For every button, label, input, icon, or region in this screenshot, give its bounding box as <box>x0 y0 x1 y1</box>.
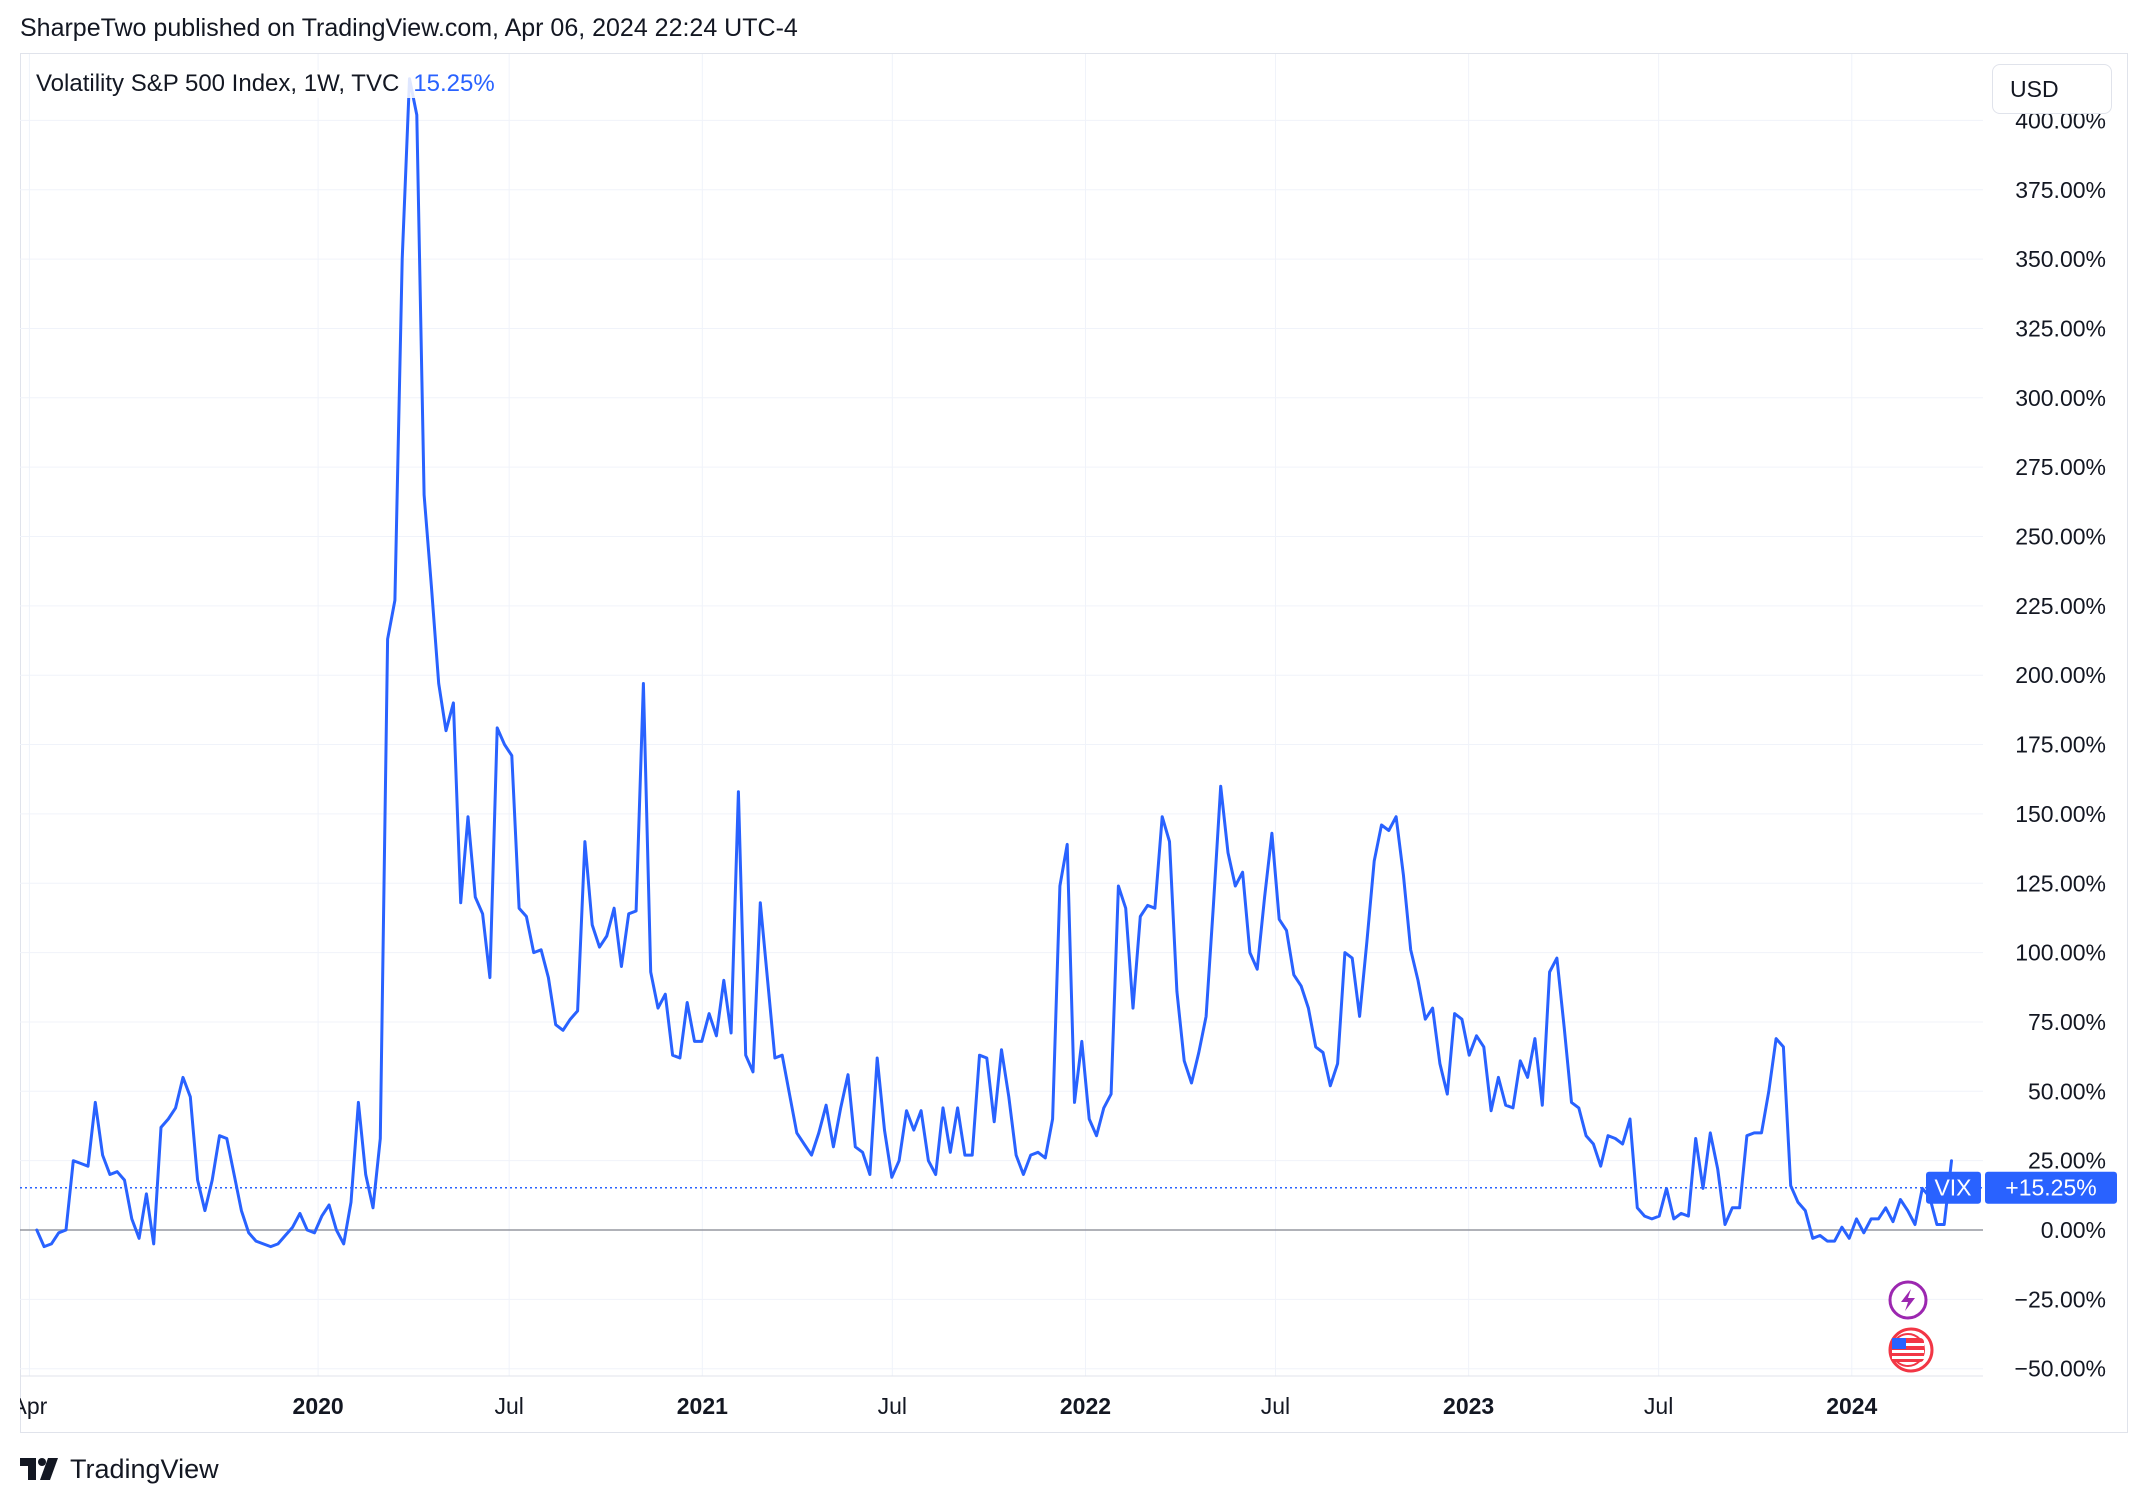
published-line: SharpeTwo published on TradingView.com, … <box>20 14 798 42</box>
y-tick-label: 175.00% <box>2015 732 2106 758</box>
y-tick-label: 50.00% <box>2028 1078 2106 1104</box>
y-tick-label: 200.00% <box>2015 662 2106 688</box>
y-tick-label: 225.00% <box>2015 593 2106 619</box>
line-layer <box>20 77 1983 1249</box>
tradingview-logo[interactable]: TradingView <box>20 1452 219 1486</box>
y-tick-label: 75.00% <box>2028 1009 2106 1035</box>
y-tick-label: 150.00% <box>2015 801 2106 827</box>
vix-series-line[interactable] <box>35 77 1953 1249</box>
axis-edge-mask <box>0 1385 20 1430</box>
y-tick-label: 300.00% <box>2015 385 2106 411</box>
grid-layer <box>20 54 1983 1377</box>
y-tick-label: 325.00% <box>2015 315 2106 341</box>
y-tick-label: 100.00% <box>2015 940 2106 966</box>
x-tick-label: 2022 <box>1060 1393 1111 1419</box>
y-tick-label: 250.00% <box>2015 524 2106 550</box>
tradingview-logo-icon <box>20 1458 58 1480</box>
x-tick-label: Jul <box>1644 1393 1673 1419</box>
x-tick-label: Jul <box>878 1393 907 1419</box>
currency-button[interactable]: USD <box>1992 64 2112 114</box>
y-tick-label: 350.00% <box>2015 246 2106 272</box>
y-tick-label: 275.00% <box>2015 454 2106 480</box>
value-badge-text: +15.25% <box>2005 1175 2096 1201</box>
y-tick-label: 375.00% <box>2015 177 2106 203</box>
y-tick-label: 125.00% <box>2015 870 2106 896</box>
chart-legend[interactable]: Volatility S&P 500 Index, 1W, TVC 15.25% <box>36 70 495 98</box>
x-tick-label: 2023 <box>1443 1393 1494 1419</box>
lightning-icon[interactable] <box>1888 1280 1928 1320</box>
x-axis[interactable]: Apr 2020 Jul 2021 Jul 2022 Jul 2023 Jul 2024 <box>0 1385 1878 1430</box>
x-tick-label: 2024 <box>1826 1393 1877 1419</box>
tradingview-logo-text: TradingView <box>70 1453 219 1484</box>
x-tick-label: Jul <box>1261 1393 1290 1419</box>
x-tick-label: 2020 <box>293 1393 344 1419</box>
legend-title: Volatility S&P 500 Index, 1W, TVC <box>36 70 400 97</box>
price-badges: VIX +15.25% <box>1926 1171 2117 1204</box>
symbol-badge-text: VIX <box>1934 1175 1971 1201</box>
symbol-badge <box>1926 1171 1981 1204</box>
y-tick-label: −25.00% <box>2015 1286 2106 1312</box>
y-tick-label: 25.00% <box>2028 1148 2106 1174</box>
chart-frame <box>20 53 2128 1433</box>
legend-value: 15.25% <box>413 70 495 97</box>
y-axis[interactable]: 400.00%375.00%350.00%325.00%300.00%275.0… <box>2015 107 2106 1381</box>
x-tick-label: 2021 <box>677 1393 728 1419</box>
x-tick-label: Jul <box>494 1393 523 1419</box>
us-flag-icon[interactable] <box>1888 1327 1934 1373</box>
y-tick-label: 0.00% <box>2041 1217 2106 1243</box>
value-badge <box>1985 1171 2117 1204</box>
y-tick-label: −50.00% <box>2015 1356 2106 1382</box>
